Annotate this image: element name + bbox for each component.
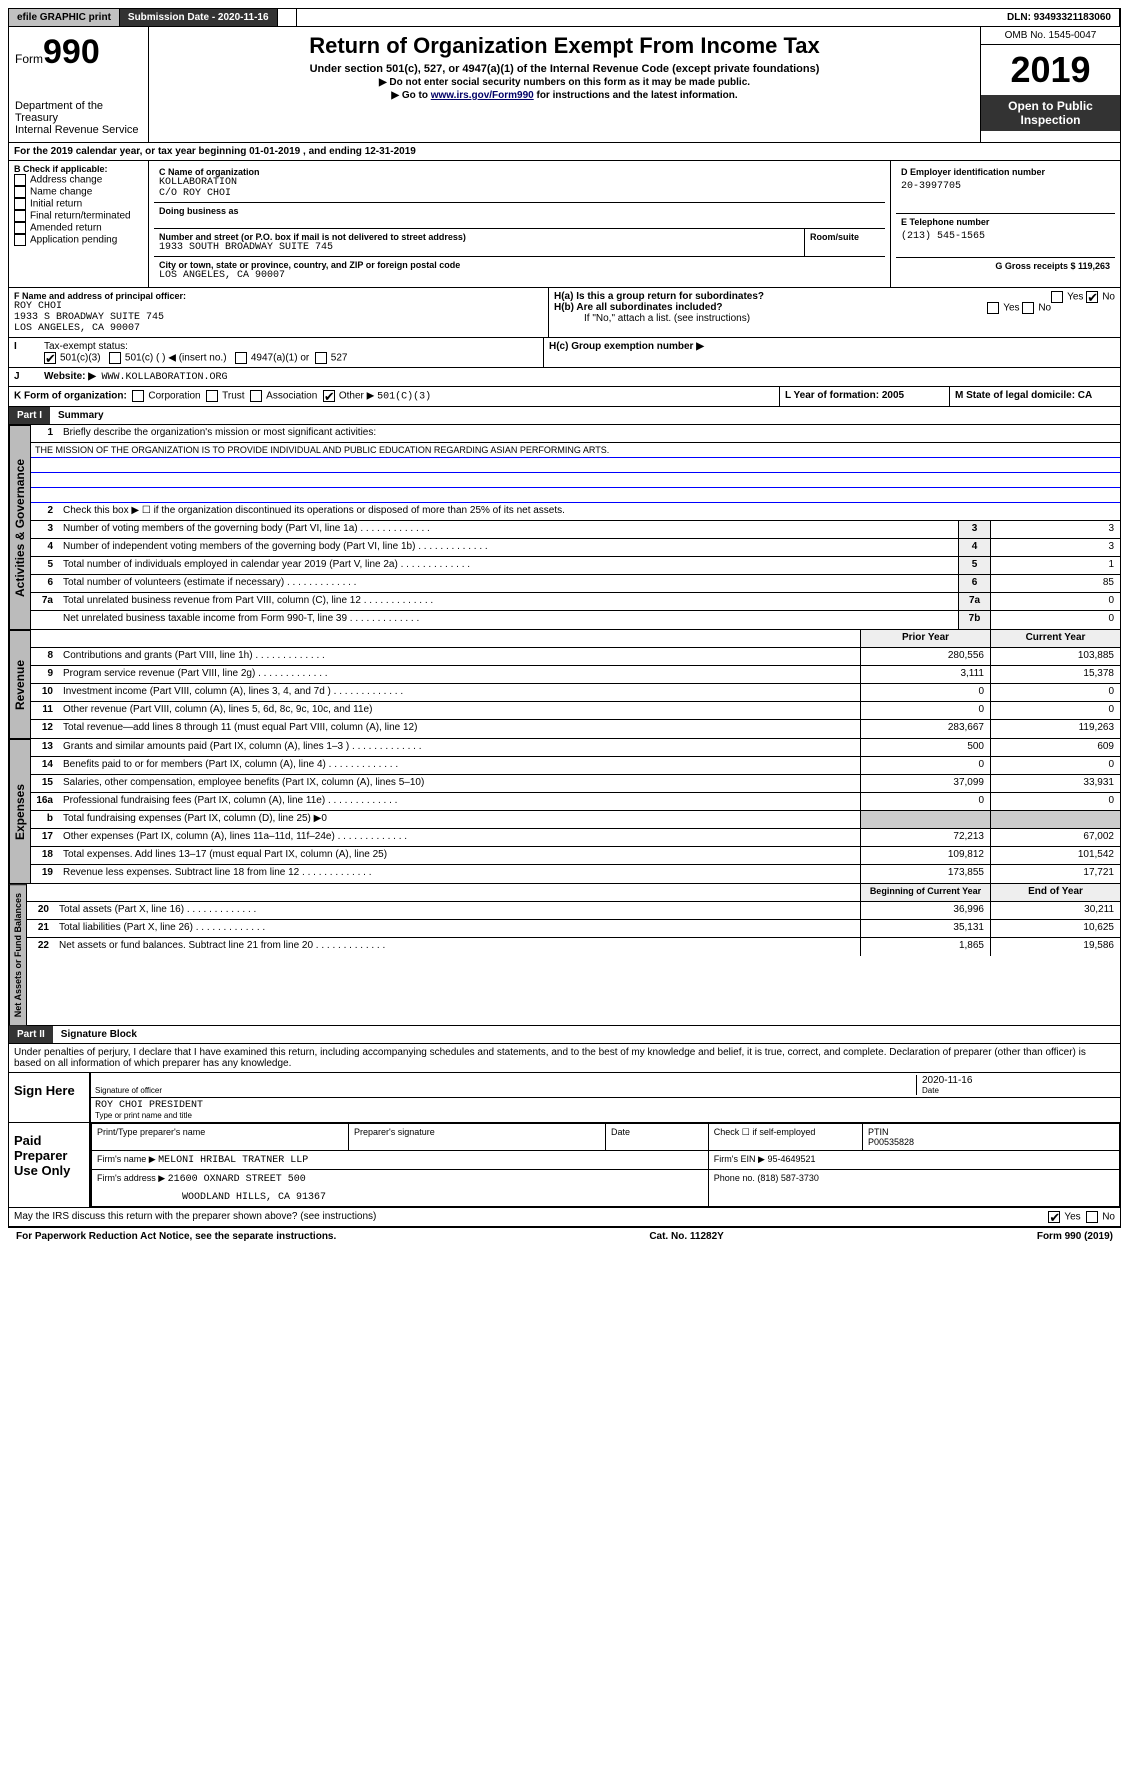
sidebar-netassets: Net Assets or Fund Balances xyxy=(9,884,27,1025)
expenses-section: Expenses 13Grants and similar amounts pa… xyxy=(8,739,1121,884)
topbar: efile GRAPHIC print Submission Date - 20… xyxy=(8,8,1121,27)
part2-title: Signature Block xyxy=(53,1026,145,1043)
website-url: WWW.KOLLABORATION.ORG xyxy=(102,372,228,383)
discuss-row: May the IRS discuss this return with the… xyxy=(8,1208,1121,1227)
part1-header-row: Part I Summary xyxy=(8,407,1121,425)
tax-year: 2019 xyxy=(981,45,1120,95)
part1-title: Summary xyxy=(50,407,112,424)
box-e-label: E Telephone number xyxy=(901,217,1110,227)
submission-date: Submission Date - 2020-11-16 xyxy=(120,9,278,26)
f-h-row: F Name and address of principal officer:… xyxy=(8,288,1121,338)
form-number: Form990 xyxy=(15,33,142,72)
sign-here: Sign Here Signature of officer2020-11-16… xyxy=(8,1073,1121,1123)
box-d-label: D Employer identification number xyxy=(901,167,1110,177)
phone: (213) 545-1565 xyxy=(901,231,1110,242)
activities-section: Activities & Governance 1Briefly describ… xyxy=(8,425,1121,630)
box-c-name-label: C Name of organization xyxy=(159,167,880,177)
k-l-m-row: K Form of organization: Corporation Trus… xyxy=(8,387,1121,407)
dba-label: Doing business as xyxy=(159,206,880,216)
irs: Internal Revenue Service xyxy=(15,124,142,136)
city: LOS ANGELES, CA 90007 xyxy=(159,270,880,281)
sidebar-expenses: Expenses xyxy=(9,739,31,883)
netassets-section: Net Assets or Fund Balances Beginning of… xyxy=(8,884,1121,1026)
ssn-notice: ▶ Do not enter social security numbers o… xyxy=(155,77,974,88)
street-label: Number and street (or P.O. box if mail i… xyxy=(159,232,799,242)
form-header: Form990 Department of the Treasury Inter… xyxy=(8,27,1121,143)
declaration: Under penalties of perjury, I declare th… xyxy=(8,1044,1121,1073)
open-to-public: Open to Public Inspection xyxy=(981,95,1120,131)
org-name: KOLLABORATION xyxy=(159,177,880,188)
ein: 20-3997705 xyxy=(901,181,1110,192)
form-title: Return of Organization Exempt From Incom… xyxy=(155,33,974,59)
period-row: For the 2019 calendar year, or tax year … xyxy=(8,143,1121,161)
period-text: For the 2019 calendar year, or tax year … xyxy=(9,143,421,160)
room-label: Room/suite xyxy=(810,232,880,242)
box-f-label: F Name and address of principal officer: xyxy=(14,291,543,301)
dept: Department of the Treasury xyxy=(15,100,142,124)
b-c-d-row: B Check if applicable: Address change Na… xyxy=(8,161,1121,288)
website-row: J Website: ▶ WWW.KOLLABORATION.ORG xyxy=(8,368,1121,387)
paid-preparer: Paid Preparer Use Only Print/Type prepar… xyxy=(8,1123,1121,1208)
goto-link: ▶ Go to www.irs.gov/Form990 for instruct… xyxy=(155,90,974,101)
tax-exempt-row: I Tax-exempt status: 501(c)(3) 501(c) ( … xyxy=(8,338,1121,368)
city-label: City or town, state or province, country… xyxy=(159,260,880,270)
dln: DLN: 93493321183060 xyxy=(999,9,1120,26)
part2-num: Part II xyxy=(9,1026,53,1043)
sidebar-activities: Activities & Governance xyxy=(9,425,31,629)
efile-label: efile GRAPHIC print xyxy=(9,9,120,26)
footer: For Paperwork Reduction Act Notice, see … xyxy=(8,1227,1121,1245)
street: 1933 SOUTH BROADWAY SUITE 745 xyxy=(159,242,799,253)
revenue-section: Revenue Prior YearCurrent Year 8Contribu… xyxy=(8,630,1121,739)
omb: OMB No. 1545-0047 xyxy=(981,27,1120,45)
officer-name: ROY CHOI xyxy=(14,301,543,312)
part1-num: Part I xyxy=(9,407,50,424)
co-name: C/O ROY CHOI xyxy=(159,188,880,199)
sidebar-revenue: Revenue xyxy=(9,630,31,738)
form-subtitle: Under section 501(c), 527, or 4947(a)(1)… xyxy=(155,63,974,75)
box-b-label: B Check if applicable: xyxy=(14,164,143,174)
box-g: G Gross receipts $ 119,263 xyxy=(995,261,1110,271)
form990-link[interactable]: www.irs.gov/Form990 xyxy=(431,90,534,101)
part2-header-row: Part II Signature Block xyxy=(8,1026,1121,1044)
mission: THE MISSION OF THE ORGANIZATION IS TO PR… xyxy=(31,443,1120,458)
